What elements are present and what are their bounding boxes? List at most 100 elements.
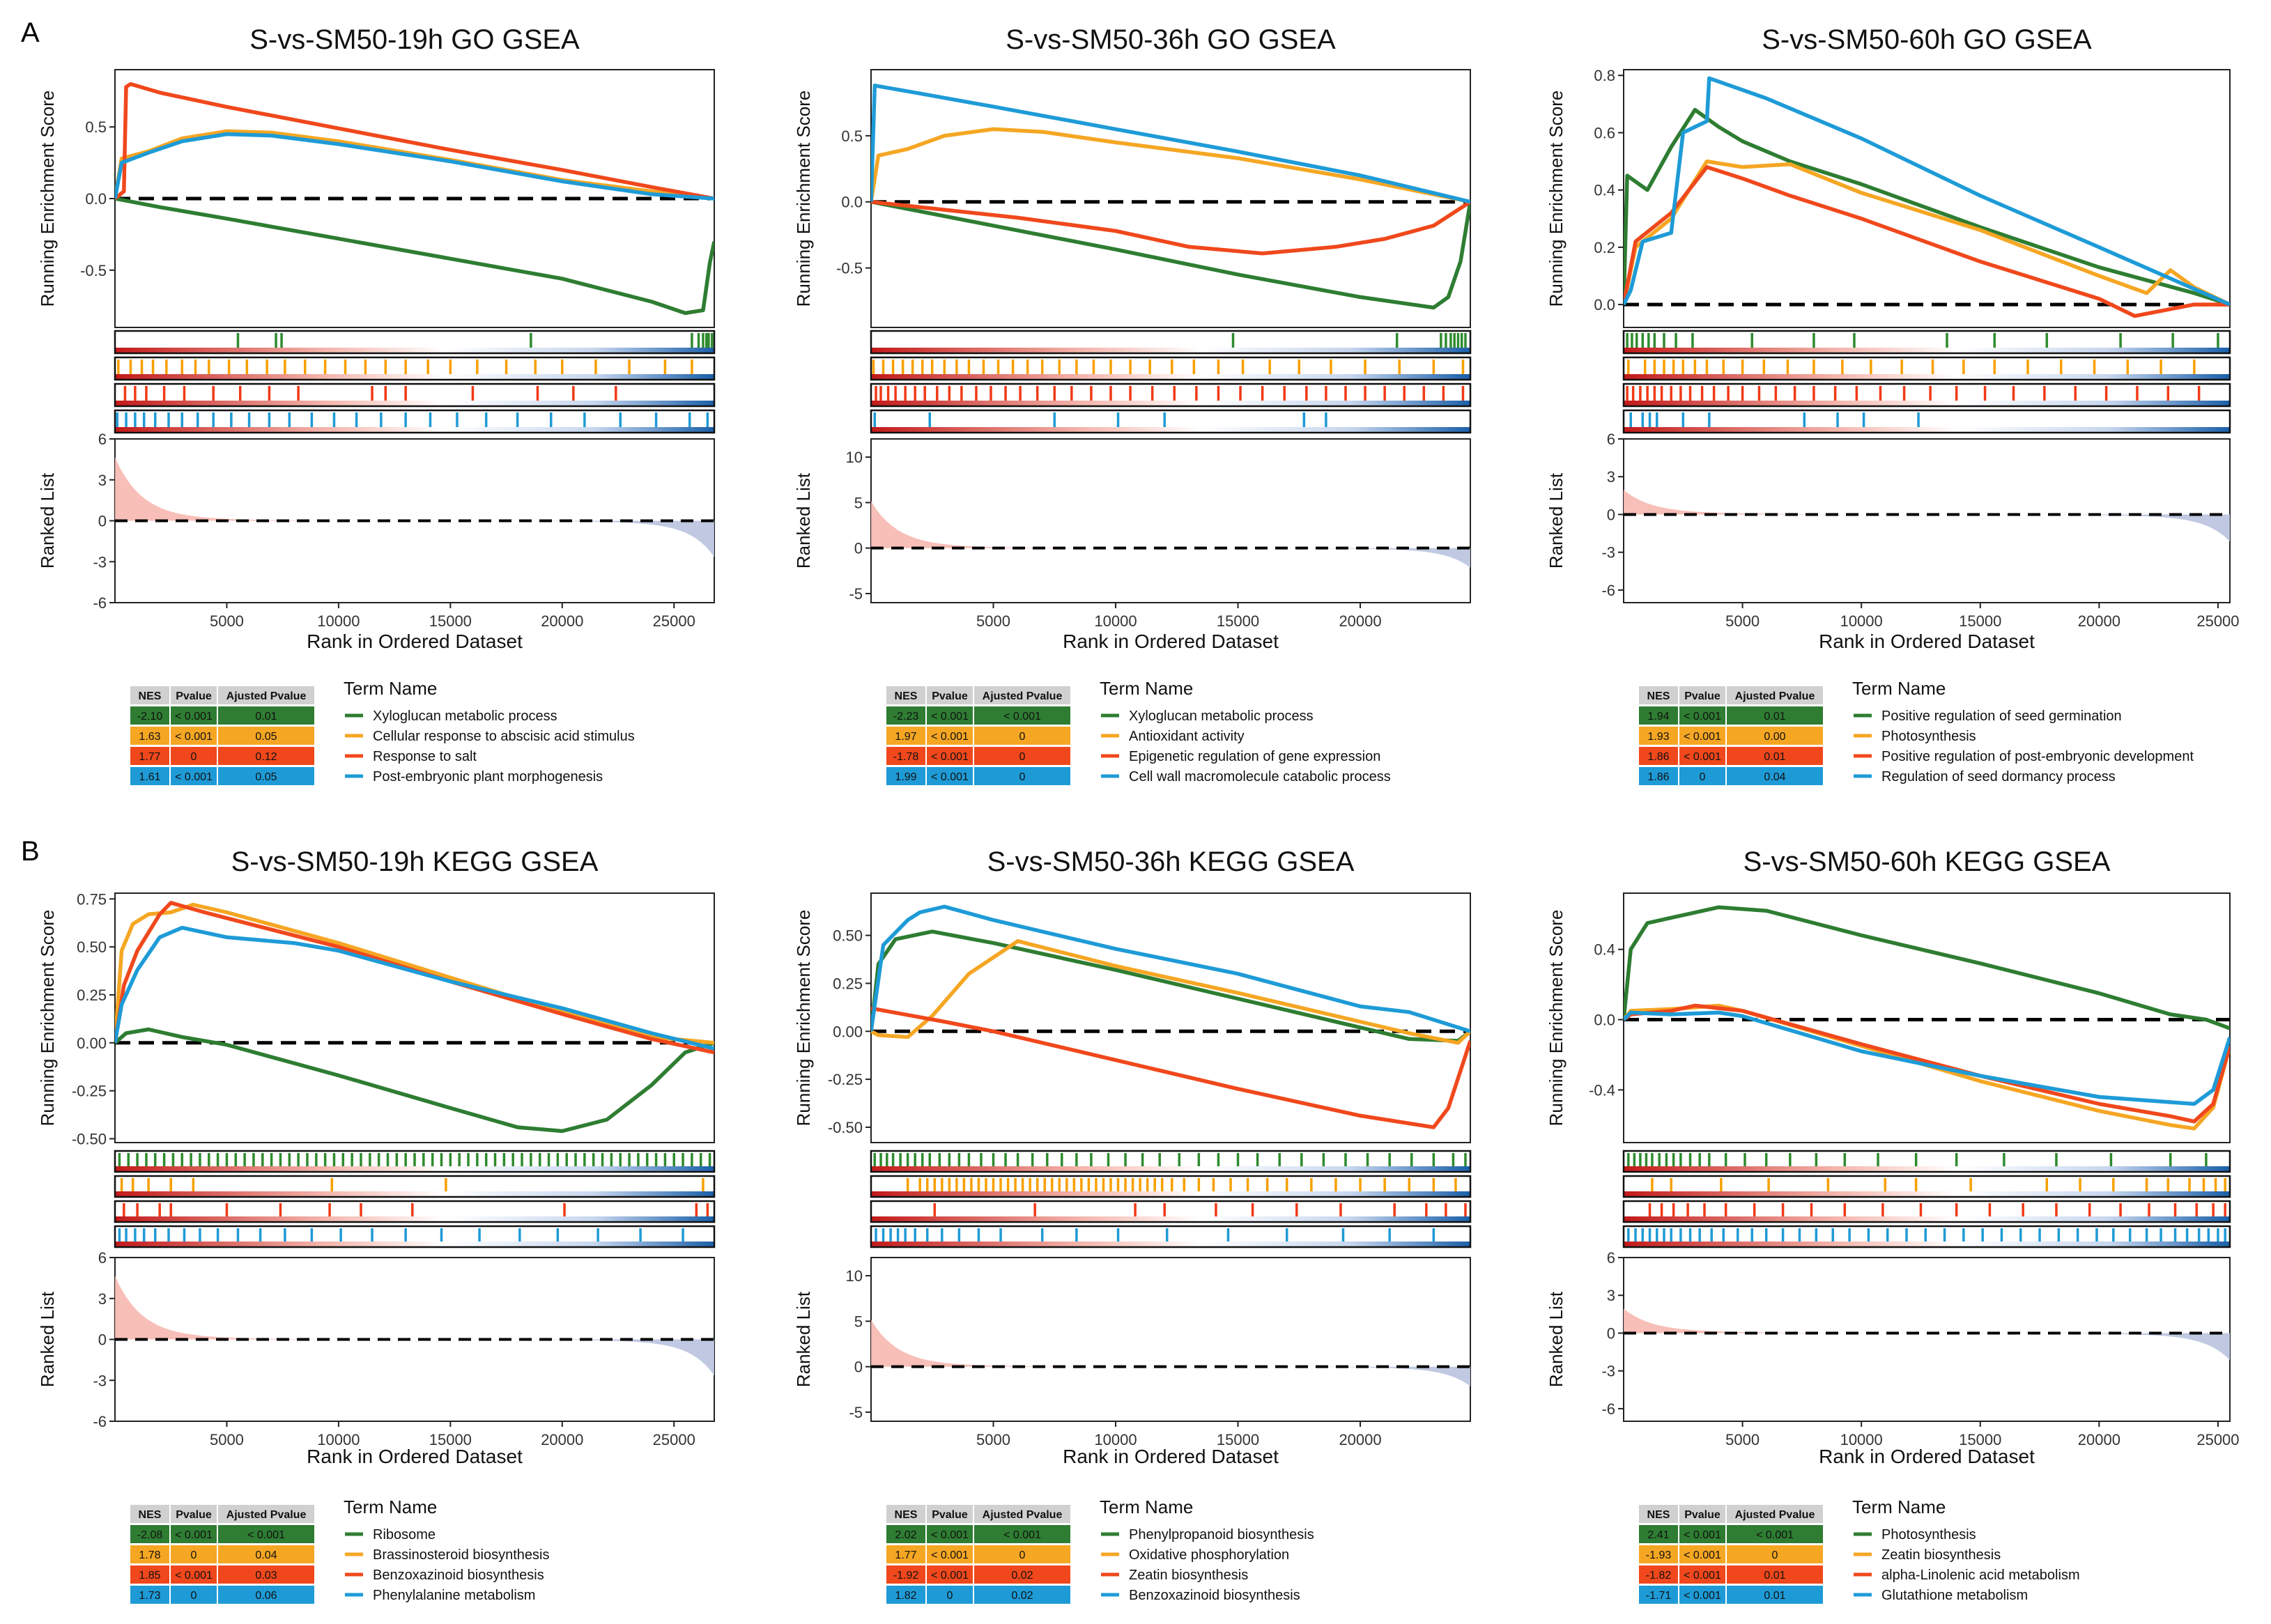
- table-cell-bg: [130, 1545, 169, 1563]
- table-cell-bg: [1727, 747, 1823, 765]
- strip-gradient-band: [871, 1166, 1470, 1172]
- xlabel: Rank in Ordered Dataset: [1063, 631, 1279, 652]
- table-cell-text: 0.05: [255, 771, 277, 783]
- rank-ytick-label: -6: [93, 1413, 107, 1430]
- xtick-label: 20000: [541, 1431, 583, 1448]
- table-cell-text: 0.01: [255, 711, 277, 722]
- strip-gradient-band: [1624, 1216, 2230, 1222]
- table-cell-text: < 0.001: [931, 1570, 969, 1582]
- table-header-cell: [1639, 1505, 1678, 1523]
- table-cell-bg: [171, 747, 217, 765]
- table-cell-text: -1.71: [1646, 1590, 1672, 1602]
- rank-ylabel: Ranked List: [1546, 1291, 1566, 1387]
- table-cell-text: 0: [1772, 1549, 1778, 1561]
- es-ytick-label: -0.5: [836, 260, 863, 277]
- rank-ytick-label: -3: [1601, 1363, 1615, 1380]
- gsea-chart-3: S-vs-SM50-60h GO GSEA 0.0 0.2 0.4 0.6 0.8 Runn…: [1546, 24, 2240, 785]
- gsea-chart-4: S-vs-SM50-19h KEGG GSEA -0.50 -0.25 0.00 0.2…: [37, 846, 716, 1604]
- hit-strip-frame: [114, 330, 716, 355]
- xtick-label: 20000: [1339, 1431, 1381, 1448]
- xtick-label: 20000: [1339, 612, 1381, 630]
- hit-strip-frame: [114, 1225, 716, 1248]
- xtick-label: 10000: [317, 612, 360, 630]
- table-header-text: Ajusted Pvalue: [226, 1509, 307, 1521]
- table-cell-bg: [130, 727, 169, 745]
- rank-negative-area: [1291, 548, 1470, 568]
- rank-negative-area: [2048, 1333, 2230, 1361]
- table-cell-bg: [218, 747, 314, 765]
- table-cell-bg: [927, 747, 973, 765]
- legend-title: Term Name: [1852, 1497, 1946, 1517]
- table-cell-bg: [218, 1525, 314, 1543]
- rank-negative-area: [1291, 1366, 1470, 1386]
- table-cell-bg: [130, 767, 169, 785]
- table-cell-text: 0: [1019, 1549, 1026, 1561]
- hit-strip-frame: [1622, 409, 2231, 434]
- rank-positive-area: [1624, 1308, 1836, 1333]
- strip-gradient-band: [871, 1242, 1470, 1247]
- rank-ytick-label: 3: [98, 472, 107, 489]
- es-panel-frame: [870, 69, 1471, 328]
- es-ytick-label: 0.25: [833, 975, 863, 992]
- es-ytick-label: 0.00: [77, 1035, 107, 1052]
- table-cell-bg: [1639, 1525, 1678, 1543]
- table-cell-bg: [886, 727, 925, 745]
- strip-gradient-band: [1624, 348, 2230, 353]
- xlabel: Rank in Ordered Dataset: [1819, 631, 2035, 652]
- rank-ytick-label: 0: [1607, 1324, 1615, 1342]
- es-ylabel: Running Enrichment Score: [793, 91, 814, 307]
- rank-ylabel: Ranked List: [1546, 472, 1566, 569]
- es-ytick-label: 0.0: [841, 194, 863, 211]
- es-line-green: [871, 200, 1470, 310]
- table-cell-bg: [1639, 1545, 1678, 1563]
- table-header-cell: [171, 1505, 217, 1523]
- es-line-green: [115, 1027, 714, 1134]
- gsea-chart-1: S-vs-SM50-19h GO GSEA -0.5 0.0 0.5 Running E…: [37, 24, 716, 785]
- hit-strip-frame: [1622, 1150, 2231, 1173]
- legend-label: Positive regulation of post-embryonic de…: [1881, 749, 2194, 764]
- table-cell-text: 0.01: [1764, 711, 1785, 722]
- table-cell-bg: [130, 747, 169, 765]
- table-cell-bg: [1679, 1565, 1725, 1584]
- table-cell-bg: [974, 706, 1070, 725]
- table-cell-text: 0: [1019, 771, 1026, 783]
- strip-gradient-band: [115, 1242, 714, 1247]
- legend-label: Cell wall macromolecule catabolic proces…: [1129, 769, 1391, 784]
- table-header-cell: [1679, 686, 1725, 704]
- table-cell-text: -1.82: [1646, 1570, 1672, 1582]
- strip-gradient-band: [1624, 1166, 2230, 1172]
- table-cell-text: 0.02: [1011, 1570, 1033, 1582]
- table-cell-text: < 0.001: [1684, 731, 1721, 743]
- rank-ytick-label: -6: [1601, 582, 1615, 599]
- xtick-label: 20000: [2078, 1431, 2120, 1448]
- gsea-chart-6: S-vs-SM50-60h KEGG GSEA -0.4 0.0 0.4 Running…: [1546, 846, 2240, 1604]
- es-ylabel: Running Enrichment Score: [1546, 91, 1566, 307]
- es-ytick-label: 0.00: [833, 1023, 863, 1040]
- table-cell-text: < 0.001: [1684, 1529, 1721, 1541]
- xtick-label: 25000: [653, 612, 695, 630]
- es-ylabel: Running Enrichment Score: [793, 910, 814, 1127]
- table-cell-text: < 0.001: [931, 711, 969, 722]
- rank-ytick-label: -3: [1601, 544, 1615, 562]
- table-cell-text: < 0.001: [931, 1529, 969, 1541]
- table-cell-text: 0.01: [1764, 751, 1785, 763]
- table-cell-bg: [171, 1545, 217, 1563]
- es-line-green: [115, 196, 714, 316]
- es-ytick-label: 0.4: [1594, 182, 1615, 199]
- strip-gradient-band: [871, 374, 1470, 380]
- hit-strip-frame: [114, 1150, 716, 1173]
- es-ytick-label: -0.50: [828, 1119, 863, 1136]
- rank-ytick-label: 10: [846, 1267, 863, 1285]
- table-cell-bg: [1639, 706, 1678, 725]
- es-ytick-label: 0.75: [77, 890, 107, 908]
- rank-ytick-label: 10: [846, 449, 863, 466]
- gsea-chart-5: S-vs-SM50-36h KEGG GSEA -0.50 -0.25 0.00 0.2…: [793, 846, 1472, 1604]
- hit-strip-frame: [114, 409, 716, 434]
- table-cell-bg: [1679, 747, 1725, 765]
- es-ytick-label: -0.25: [72, 1083, 107, 1100]
- rank-ytick-label: -6: [1601, 1400, 1615, 1418]
- legend-label: Ribosome: [373, 1527, 436, 1542]
- table-cell-text: -2.23: [893, 711, 919, 722]
- table-cell-bg: [886, 706, 925, 725]
- table-cell-bg: [1727, 706, 1823, 725]
